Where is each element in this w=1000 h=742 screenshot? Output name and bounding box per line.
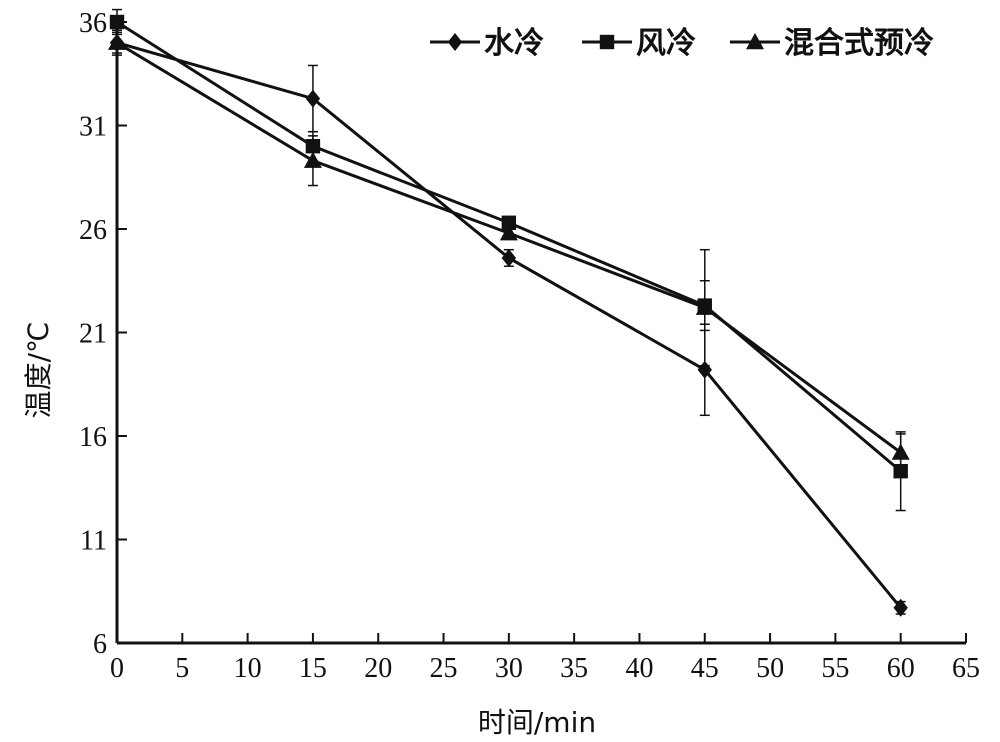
y-ticks: 6 11 16 21 26 31 36: [79, 8, 127, 660]
plot-area: 0 5 10 15 20 25 30 35 40 45 50 55 60 65 6 11 16 21 26 31 36: [79, 8, 980, 684]
series-lines: [116, 20, 902, 609]
x-tick-label: 25: [430, 653, 458, 684]
x-tick-label: 0: [110, 653, 124, 684]
legend-marker-water: [447, 33, 463, 51]
data-point-air: [305, 139, 321, 154]
x-tick-label: 55: [821, 653, 849, 684]
y-tick-label: 26: [79, 215, 107, 246]
data-point-hybrid: [695, 298, 714, 315]
legend: 水冷 风冷 混合式预冷: [430, 26, 934, 61]
data-point-air: [109, 14, 125, 30]
data-point-water: [501, 248, 517, 267]
x-tick-label: 45: [691, 653, 719, 684]
legend-label-hybrid: 混合式预冷: [784, 26, 934, 61]
y-tick-label: 36: [79, 8, 107, 39]
y-tick-label: 21: [79, 319, 107, 350]
legend-label-air: 风冷: [636, 26, 696, 61]
x-tick-label: 65: [952, 653, 980, 684]
x-tick-label: 50: [756, 653, 784, 684]
x-tick-label: 10: [234, 653, 262, 684]
legend-marker-air: [599, 34, 615, 50]
x-tick-label: 30: [495, 653, 523, 684]
data-point-hybrid: [108, 33, 126, 50]
data-point-water: [305, 89, 321, 108]
y-tick-label: 16: [79, 422, 107, 453]
x-tick-label: 35: [560, 653, 588, 684]
x-tick-label: 40: [625, 653, 653, 684]
legend-label-water: 水冷: [484, 26, 544, 61]
series-line-air: [116, 20, 902, 473]
data-point-air: [501, 215, 517, 230]
x-tick-label: 60: [887, 653, 915, 684]
series-line-hybrid: [116, 41, 902, 454]
data-point-hybrid: [303, 151, 322, 168]
series-markers: [108, 14, 910, 617]
x-tick-label: 5: [175, 653, 189, 684]
y-tick-label: 6: [93, 629, 107, 660]
data-point-air: [893, 463, 908, 479]
data-point-hybrid: [891, 443, 910, 460]
series-line-water: [116, 41, 902, 609]
y-tick-label: 31: [79, 112, 107, 143]
data-point-hybrid: [499, 224, 518, 241]
data-point-water: [697, 360, 712, 379]
x-tick-label: 15: [299, 653, 327, 684]
x-axis-title: 时间/min: [478, 706, 596, 739]
x-ticks: 0 5 10 15 20 25 30 35 40 45 50 55 60 65: [110, 633, 980, 684]
y-axis-title: 温度/℃: [22, 322, 55, 419]
data-point-water: [893, 598, 908, 617]
legend-marker-hybrid: [746, 33, 764, 50]
x-tick-label: 20: [364, 653, 392, 684]
error-bars: [112, 8, 906, 615]
y-tick-label: 11: [80, 526, 107, 557]
